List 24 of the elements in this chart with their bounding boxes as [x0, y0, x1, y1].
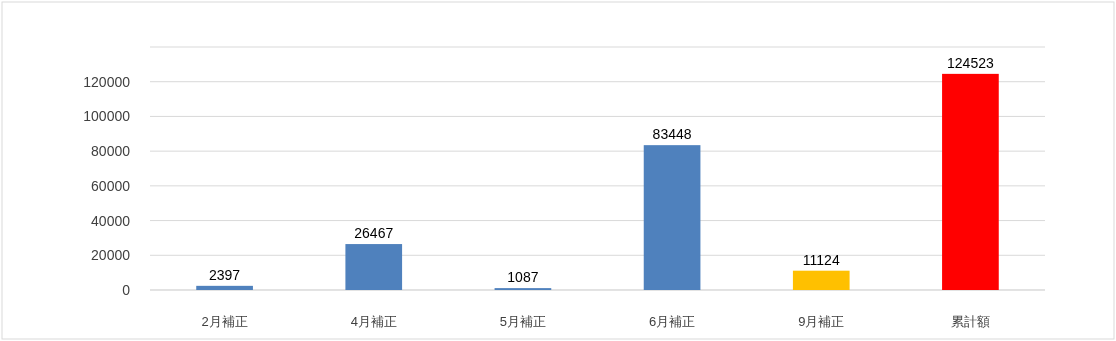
- y-tick-label: 0: [122, 282, 131, 298]
- x-tick-label: 2月補正: [201, 314, 248, 329]
- x-tick-label: 累計額: [950, 314, 990, 329]
- bar: [345, 244, 403, 290]
- bar: [792, 270, 850, 290]
- data-label: 2397: [209, 266, 241, 283]
- data-label: 83448: [652, 126, 692, 143]
- y-tick-label: 60000: [91, 177, 131, 194]
- y-tick-label: 120000: [83, 73, 131, 90]
- x-tick-label: 9月補正: [798, 314, 845, 329]
- data-label: 1087: [507, 269, 539, 286]
- x-tick-label: 5月補正: [499, 314, 547, 329]
- y-tick-label: 40000: [91, 212, 131, 229]
- data-label: 11124: [802, 251, 840, 268]
- y-tick-label: 100000: [83, 108, 131, 125]
- data-label: 26467: [354, 225, 394, 242]
- data-label: 124523: [947, 54, 994, 71]
- bar: [942, 73, 999, 290]
- y-tick-label: 20000: [91, 247, 131, 264]
- x-tick-label: 6月補正: [648, 314, 696, 329]
- x-tick-label: 4月補正: [350, 314, 397, 329]
- bar: [643, 145, 701, 290]
- bar: [196, 285, 253, 290]
- y-tick-label: 80000: [91, 143, 131, 160]
